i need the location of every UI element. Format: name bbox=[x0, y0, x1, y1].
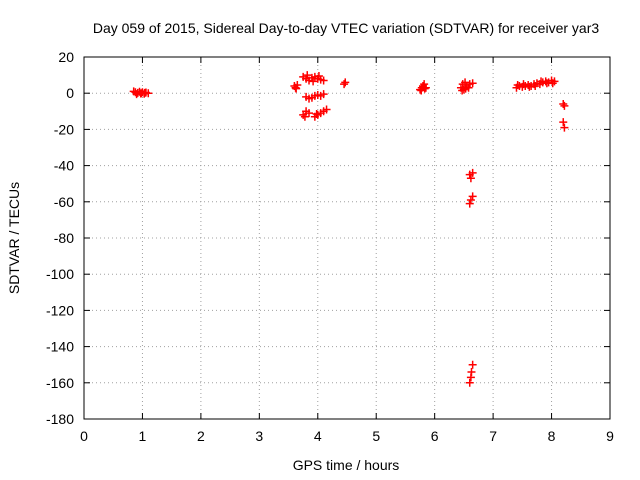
axis-ticks bbox=[83, 56, 611, 420]
data-point bbox=[319, 90, 328, 99]
data-point bbox=[420, 84, 429, 93]
x-tick-label: 4 bbox=[314, 428, 322, 444]
data-point bbox=[468, 192, 477, 201]
data-point bbox=[292, 84, 301, 93]
data-point bbox=[303, 71, 312, 80]
y-tick-label: -60 bbox=[54, 194, 74, 210]
x-tick-labels: 0 1 2 3 4 5 6 7 8 9 bbox=[80, 428, 614, 444]
data-point bbox=[465, 199, 474, 208]
data-point bbox=[300, 112, 309, 121]
data-point bbox=[468, 168, 477, 177]
y-tick-label: -160 bbox=[46, 375, 74, 391]
x-tick-label: 5 bbox=[372, 428, 380, 444]
data-points bbox=[129, 71, 569, 387]
x-tick-label: 3 bbox=[255, 428, 263, 444]
data-point bbox=[319, 76, 328, 85]
data-point bbox=[519, 80, 528, 89]
data-point bbox=[560, 123, 569, 132]
y-tick-label: 0 bbox=[66, 85, 74, 101]
data-point bbox=[531, 81, 540, 90]
y-tick-label: -80 bbox=[54, 230, 74, 246]
data-point bbox=[468, 79, 477, 88]
x-tick-label: 9 bbox=[606, 428, 614, 444]
data-point bbox=[322, 105, 331, 114]
x-tick-label: 1 bbox=[139, 428, 147, 444]
data-point bbox=[417, 86, 426, 95]
data-point bbox=[559, 118, 568, 127]
data-point bbox=[421, 83, 430, 92]
chart-title: Day 059 of 2015, Sidereal Day-to-day VTE… bbox=[93, 20, 599, 36]
y-tick-label: 20 bbox=[58, 49, 74, 65]
data-point bbox=[550, 77, 559, 86]
data-point bbox=[312, 110, 321, 119]
y-tick-labels: 20 0 -20 -40 -60 -80 -100 -120 -140 -160 -180 bbox=[46, 49, 74, 427]
x-tick-label: 8 bbox=[548, 428, 556, 444]
data-point bbox=[309, 77, 318, 86]
y-tick-label: -120 bbox=[46, 302, 74, 318]
data-point bbox=[341, 78, 350, 87]
data-point bbox=[467, 367, 476, 376]
data-point bbox=[458, 86, 467, 95]
data-point bbox=[559, 100, 568, 109]
data-point bbox=[548, 79, 557, 88]
data-point bbox=[140, 88, 149, 97]
x-tick-label: 7 bbox=[489, 428, 497, 444]
data-point bbox=[513, 81, 522, 90]
data-point bbox=[305, 109, 314, 118]
y-tick-label: -180 bbox=[46, 411, 74, 427]
data-point bbox=[560, 101, 569, 110]
x-tick-label: 6 bbox=[431, 428, 439, 444]
y-tick-label: -140 bbox=[46, 339, 74, 355]
data-point bbox=[314, 72, 323, 81]
data-point bbox=[537, 77, 546, 86]
data-point bbox=[340, 80, 349, 89]
data-point bbox=[466, 174, 475, 183]
grid bbox=[84, 57, 610, 419]
y-tick-label: -20 bbox=[54, 121, 74, 137]
plot-frame bbox=[83, 56, 611, 420]
data-point bbox=[293, 81, 302, 90]
data-point bbox=[465, 378, 474, 387]
x-tick-label: 0 bbox=[80, 428, 88, 444]
y-axis-label: SDTVAR / TECUs bbox=[6, 182, 22, 294]
data-point bbox=[461, 84, 470, 93]
x-axis-label: GPS time / hours bbox=[293, 457, 400, 473]
data-point bbox=[468, 360, 477, 369]
data-point bbox=[525, 82, 534, 91]
y-tick-label: -40 bbox=[54, 158, 74, 174]
x-tick-label: 2 bbox=[197, 428, 205, 444]
data-point bbox=[466, 195, 475, 204]
y-tick-label: -100 bbox=[46, 266, 74, 282]
